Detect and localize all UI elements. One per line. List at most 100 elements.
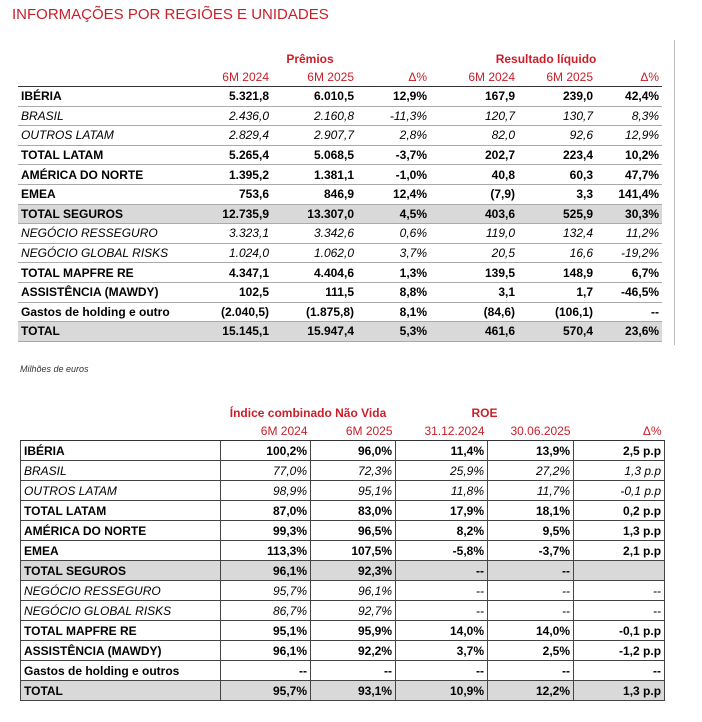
cell: 96,0% xyxy=(309,440,397,461)
cell: (7,9) xyxy=(430,183,519,205)
group-header: Resultado líquido xyxy=(495,52,597,66)
table-row: BRASIL 2.436,0 2.160,8 -11,3% 120,7 130,7 8,3% xyxy=(18,106,663,127)
cell: 92,7% xyxy=(309,600,397,621)
table-row: NEGÓCIO RESSEGURO 95,7% 96,1% -- -- -- xyxy=(20,580,666,601)
column-header-row: 6M 2024 6M 2025 Δ% 6M 2024 6M 2025 Δ% xyxy=(18,68,663,87)
cell: 1,3 p.p xyxy=(573,680,666,701)
cell: 87,0% xyxy=(220,500,311,521)
table-row: TOTAL SEGUROS 12.735,9 13.307,0 4,5% 403,6 52… xyxy=(18,203,663,225)
cell: 12.735,9 xyxy=(190,203,272,225)
cell: -- xyxy=(395,600,489,621)
row-label: EMEA xyxy=(18,183,190,205)
cell: -0,1 p.p xyxy=(573,620,666,641)
cell: 2.829,4 xyxy=(190,125,272,146)
cell: 119,0 xyxy=(430,223,519,244)
column-header: 31.12.2024 xyxy=(395,422,488,441)
column-header-row: 6M 2024 6M 2025 31.12.2024 30.06.2025 Δ% xyxy=(20,422,665,441)
blank xyxy=(21,404,221,422)
table-row: TOTAL MAPFRE RE 95,1% 95,9% 14,0% 14,0% -0,1 … xyxy=(20,620,666,641)
cell: 93,1% xyxy=(309,680,397,701)
cell: 11,4% xyxy=(395,440,489,461)
cell: 17,9% xyxy=(395,500,489,521)
page-title: INFORMAÇÕES POR REGIÕES E UNIDADES xyxy=(12,6,329,23)
cell: 96,1% xyxy=(309,580,397,601)
cell: 570,4 xyxy=(518,321,597,342)
row-label: AMÉRICA DO NORTE xyxy=(18,164,190,185)
blank xyxy=(18,50,190,68)
cell: -- xyxy=(487,580,575,601)
cell: 92,2% xyxy=(309,640,397,661)
row-label: NEGÓCIO GLOBAL RISKS xyxy=(18,243,190,264)
cell: 5.068,5 xyxy=(272,144,357,166)
cell: 96,5% xyxy=(309,520,397,541)
cell: 25,9% xyxy=(395,460,489,481)
cell: 15.145,1 xyxy=(190,321,272,342)
row-label: TOTAL xyxy=(20,680,221,701)
cell: 132,4 xyxy=(518,223,597,244)
cell: -- xyxy=(309,660,397,681)
cell: 111,5 xyxy=(272,281,357,303)
column-header: 6M 2024 xyxy=(430,68,519,87)
divider xyxy=(674,40,675,345)
cell: 92,6 xyxy=(518,125,597,146)
column-header: 6M 2025 xyxy=(518,68,597,87)
cell: 12,9% xyxy=(596,125,663,146)
cell: 20,5 xyxy=(430,243,519,264)
row-label: TOTAL MAPFRE RE xyxy=(20,620,221,641)
cell: 8,1% xyxy=(357,301,431,323)
cell: 10,9% xyxy=(395,680,489,701)
row-label: OUTROS LATAM xyxy=(20,480,221,501)
cell: 11,8% xyxy=(395,480,489,501)
row-label: BRASIL xyxy=(20,460,221,481)
cell: -- xyxy=(487,600,575,621)
table-row: ASSISTÊNCIA (MAWDY) 96,1% 92,2% 3,7% 2,5% -1,… xyxy=(20,640,666,661)
table-row: TOTAL LATAM 87,0% 83,0% 17,9% 18,1% 0,2 p.p xyxy=(20,500,666,521)
cell: -- xyxy=(395,560,489,581)
cell: 11,2% xyxy=(596,223,663,244)
cell: -3,7% xyxy=(357,144,431,166)
cell: 13.307,0 xyxy=(272,203,357,225)
unit-note: Milhões de euros xyxy=(20,364,89,374)
cell: 1,3% xyxy=(357,262,431,283)
cell: -0,1 p.p xyxy=(573,480,666,501)
row-label: TOTAL MAPFRE RE xyxy=(18,262,190,283)
table-row: NEGÓCIO GLOBAL RISKS 86,7% 92,7% -- -- -- xyxy=(20,600,666,621)
cell: 96,1% xyxy=(220,560,311,581)
column-header: 30.06.2025 xyxy=(487,422,574,441)
column-header: 6M 2024 xyxy=(190,68,272,87)
cell: 1.381,1 xyxy=(272,164,357,185)
row-label: IBÉRIA xyxy=(20,440,221,461)
cell: -- xyxy=(573,660,666,681)
cell: 14,0% xyxy=(395,620,489,641)
cell: 525,9 xyxy=(518,203,597,225)
cell: 95,1% xyxy=(220,620,311,641)
cell: -- xyxy=(220,660,311,681)
row-label: NEGÓCIO GLOBAL RISKS xyxy=(20,600,221,621)
cell: -- xyxy=(573,580,666,601)
column-header: 6M 2024 xyxy=(220,422,311,441)
cell: 96,1% xyxy=(220,640,311,661)
table-row: EMEA 753,6 846,9 12,4% (7,9) 3,3 141,4% xyxy=(18,183,663,205)
cell: 40,8 xyxy=(430,164,519,185)
cell: (2.040,5) xyxy=(190,301,272,323)
cell: -- xyxy=(395,580,489,601)
cell: 4.347,1 xyxy=(190,262,272,283)
cell: 3.323,1 xyxy=(190,223,272,244)
cell: 13,9% xyxy=(487,440,575,461)
column-header: 6M 2025 xyxy=(272,68,357,87)
row-label: NEGÓCIO RESSEGURO xyxy=(20,580,221,601)
cell: -11,3% xyxy=(357,106,431,127)
column-header: 6M 2025 xyxy=(310,422,396,441)
cell: -19,2% xyxy=(596,243,663,264)
row-label: ASSISTÊNCIA (MAWDY) xyxy=(20,640,221,661)
table-row: OUTROS LATAM 98,9% 95,1% 11,8% 11,7% -0,1 p.p xyxy=(20,480,666,501)
cell: 5.321,8 xyxy=(190,86,272,107)
cell: 1.395,2 xyxy=(190,164,272,185)
cell: 95,1% xyxy=(309,480,397,501)
table-row: IBÉRIA 5.321,8 6.010,5 12,9% 167,9 239,0 42,4% xyxy=(18,86,663,107)
cell: 2.907,7 xyxy=(272,125,357,146)
cell: 30,3% xyxy=(596,203,663,225)
table-row: NEGÓCIO RESSEGURO 3.323,1 3.342,6 0,6% 119,0… xyxy=(18,223,663,244)
group-header: ROE xyxy=(471,406,498,420)
cell: 82,0 xyxy=(430,125,519,146)
